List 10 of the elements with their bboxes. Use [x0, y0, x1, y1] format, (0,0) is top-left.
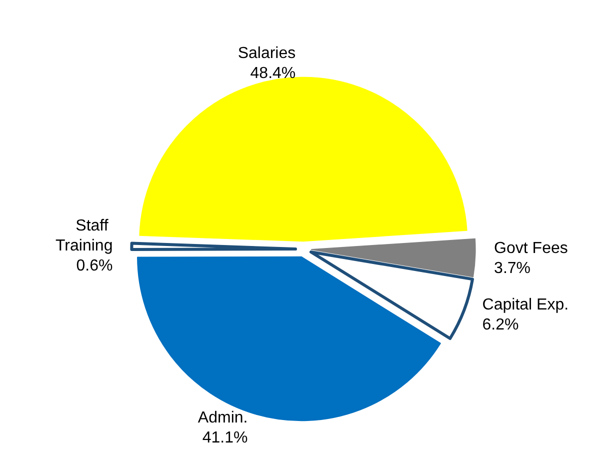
data-label: 41.1% [202, 429, 248, 446]
slice-label: Salaries [238, 44, 296, 62]
data-label: 48.4% [250, 64, 296, 82]
slice-label: Admin. [198, 409, 248, 426]
slice-label: Staff Training [56, 218, 113, 255]
slice-label: Govt Fees [494, 240, 568, 258]
data-label: 6.2% [482, 316, 519, 334]
slice-label: Capital Exp. [482, 296, 569, 314]
data-label: 3.7% [494, 260, 531, 278]
data-label: 0.6% [76, 258, 113, 275]
